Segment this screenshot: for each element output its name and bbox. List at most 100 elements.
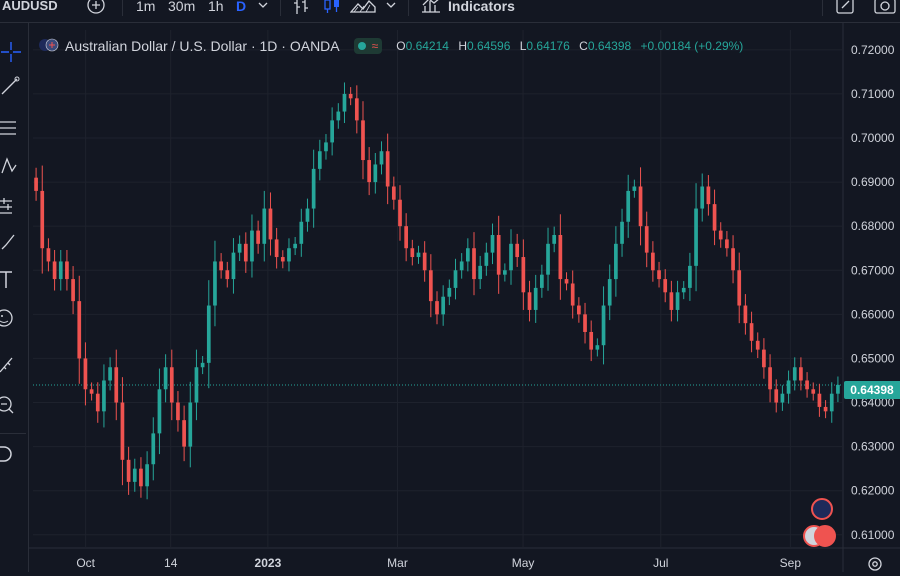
close-label: C bbox=[579, 39, 588, 53]
candle-body bbox=[299, 221, 304, 244]
bar-chart-type-icon[interactable] bbox=[292, 0, 312, 14]
candle-body bbox=[465, 248, 470, 262]
zoom-icon[interactable] bbox=[0, 395, 22, 417]
candle-body bbox=[786, 380, 791, 394]
open-label: O bbox=[396, 39, 406, 53]
interval-30m-button[interactable]: 30m bbox=[168, 0, 196, 14]
emoji-icon[interactable] bbox=[0, 307, 22, 329]
candle-body bbox=[712, 204, 717, 231]
time-axis[interactable]: Oct 14 2023 Mar May Jul Sep bbox=[76, 556, 801, 570]
brush-icon[interactable] bbox=[0, 231, 22, 253]
candle-body bbox=[490, 234, 495, 253]
interval-1h-button[interactable]: 1h bbox=[208, 0, 224, 14]
y-tick-label: 0.69000 bbox=[851, 175, 895, 189]
us-event-icon[interactable] bbox=[814, 525, 836, 547]
candle-body bbox=[256, 230, 260, 244]
candle-body bbox=[250, 230, 254, 262]
candle-body bbox=[589, 331, 594, 350]
grid bbox=[29, 23, 900, 572]
price-axis[interactable]: 0.72000 0.71000 0.70000 0.69000 0.68000 0.670… bbox=[851, 43, 895, 542]
candle-body bbox=[564, 279, 569, 284]
candle-body bbox=[663, 279, 668, 293]
candle-body bbox=[379, 151, 384, 165]
candle-body bbox=[836, 384, 840, 394]
candle-body bbox=[268, 208, 273, 240]
candle-body bbox=[478, 265, 483, 280]
candle-body bbox=[274, 239, 279, 258]
candle-body bbox=[706, 186, 711, 205]
chevron-down-icon[interactable] bbox=[256, 0, 270, 12]
magnet-icon[interactable] bbox=[0, 443, 22, 465]
candle-body bbox=[737, 270, 742, 306]
high-label: H bbox=[458, 39, 467, 53]
candle-body bbox=[447, 287, 452, 297]
candle-body bbox=[157, 389, 162, 434]
candle-body bbox=[620, 221, 624, 244]
chevron-down-icon[interactable] bbox=[384, 0, 398, 12]
candle-body bbox=[675, 292, 680, 310]
y-tick-label: 0.65000 bbox=[851, 351, 895, 365]
last-price-label: 0.64398 bbox=[844, 381, 900, 399]
candle-body bbox=[385, 151, 390, 187]
wave-icon: ≈ bbox=[371, 39, 379, 53]
australia-event-icon[interactable] bbox=[811, 498, 833, 520]
candle-body bbox=[330, 120, 334, 143]
candle-body bbox=[237, 243, 242, 253]
y-tick-label: 0.70000 bbox=[851, 131, 895, 145]
settings-gear-icon[interactable] bbox=[866, 555, 884, 576]
candle-body bbox=[755, 340, 760, 350]
candle-body bbox=[762, 349, 766, 368]
y-tick-label: 0.66000 bbox=[851, 307, 895, 321]
ruler-icon[interactable] bbox=[0, 353, 22, 375]
candle-body bbox=[441, 296, 446, 315]
candle-body bbox=[669, 292, 674, 310]
x-tick-label: Sep bbox=[780, 556, 802, 570]
y-tick-label: 0.62000 bbox=[851, 484, 895, 498]
candle-body bbox=[700, 186, 705, 209]
interval-1d-button[interactable]: D bbox=[236, 0, 247, 14]
candle-body bbox=[324, 142, 328, 152]
candle-body bbox=[817, 393, 822, 407]
candle-body bbox=[626, 190, 631, 222]
candle-body bbox=[410, 248, 415, 258]
candle-body bbox=[361, 120, 365, 161]
candle-body bbox=[558, 234, 563, 280]
australia-flag-icon bbox=[39, 37, 59, 56]
fib-retracement-icon[interactable] bbox=[0, 117, 22, 139]
candle-body bbox=[484, 252, 489, 266]
market-status-badge[interactable]: ≈ bbox=[353, 38, 383, 54]
candle-body bbox=[644, 226, 649, 253]
candle-body bbox=[688, 265, 692, 288]
candles-chart-type-icon[interactable] bbox=[322, 0, 342, 13]
x-tick-label: 2023 bbox=[255, 556, 282, 570]
text-icon[interactable] bbox=[0, 269, 22, 291]
candle-body bbox=[102, 380, 106, 412]
crosshair-icon[interactable] bbox=[0, 41, 22, 63]
forecast-icon[interactable] bbox=[0, 195, 22, 217]
candle-body bbox=[718, 230, 723, 240]
candle-body bbox=[77, 301, 82, 359]
camera-icon[interactable] bbox=[874, 0, 898, 14]
compare-symbol-icon[interactable] bbox=[86, 0, 106, 14]
area-chart-type-icon[interactable] bbox=[349, 0, 376, 13]
candle-body bbox=[243, 243, 248, 262]
candle-body bbox=[515, 243, 520, 258]
close-value: 0.64398 bbox=[587, 39, 632, 53]
candle-body bbox=[509, 243, 513, 271]
edit-icon[interactable] bbox=[836, 0, 856, 14]
indicators-button[interactable]: Indicators bbox=[448, 0, 515, 14]
interval-1m-button[interactable]: 1m bbox=[136, 0, 156, 14]
candle-body bbox=[811, 389, 816, 394]
divider bbox=[0, 433, 26, 434]
trend-line-icon[interactable] bbox=[0, 75, 22, 97]
pattern-icon[interactable] bbox=[0, 155, 22, 177]
candle-body bbox=[422, 252, 427, 271]
indicators-icon[interactable] bbox=[420, 0, 442, 13]
candle-body bbox=[305, 208, 310, 222]
candle-body bbox=[52, 261, 57, 280]
candle-body bbox=[114, 367, 119, 403]
candle-body bbox=[367, 160, 372, 183]
symbol-search[interactable]: AUDUSD bbox=[2, 0, 58, 13]
symbol-title[interactable]: Australian Dollar / U.S. Dollar · 1D · O… bbox=[65, 38, 340, 54]
